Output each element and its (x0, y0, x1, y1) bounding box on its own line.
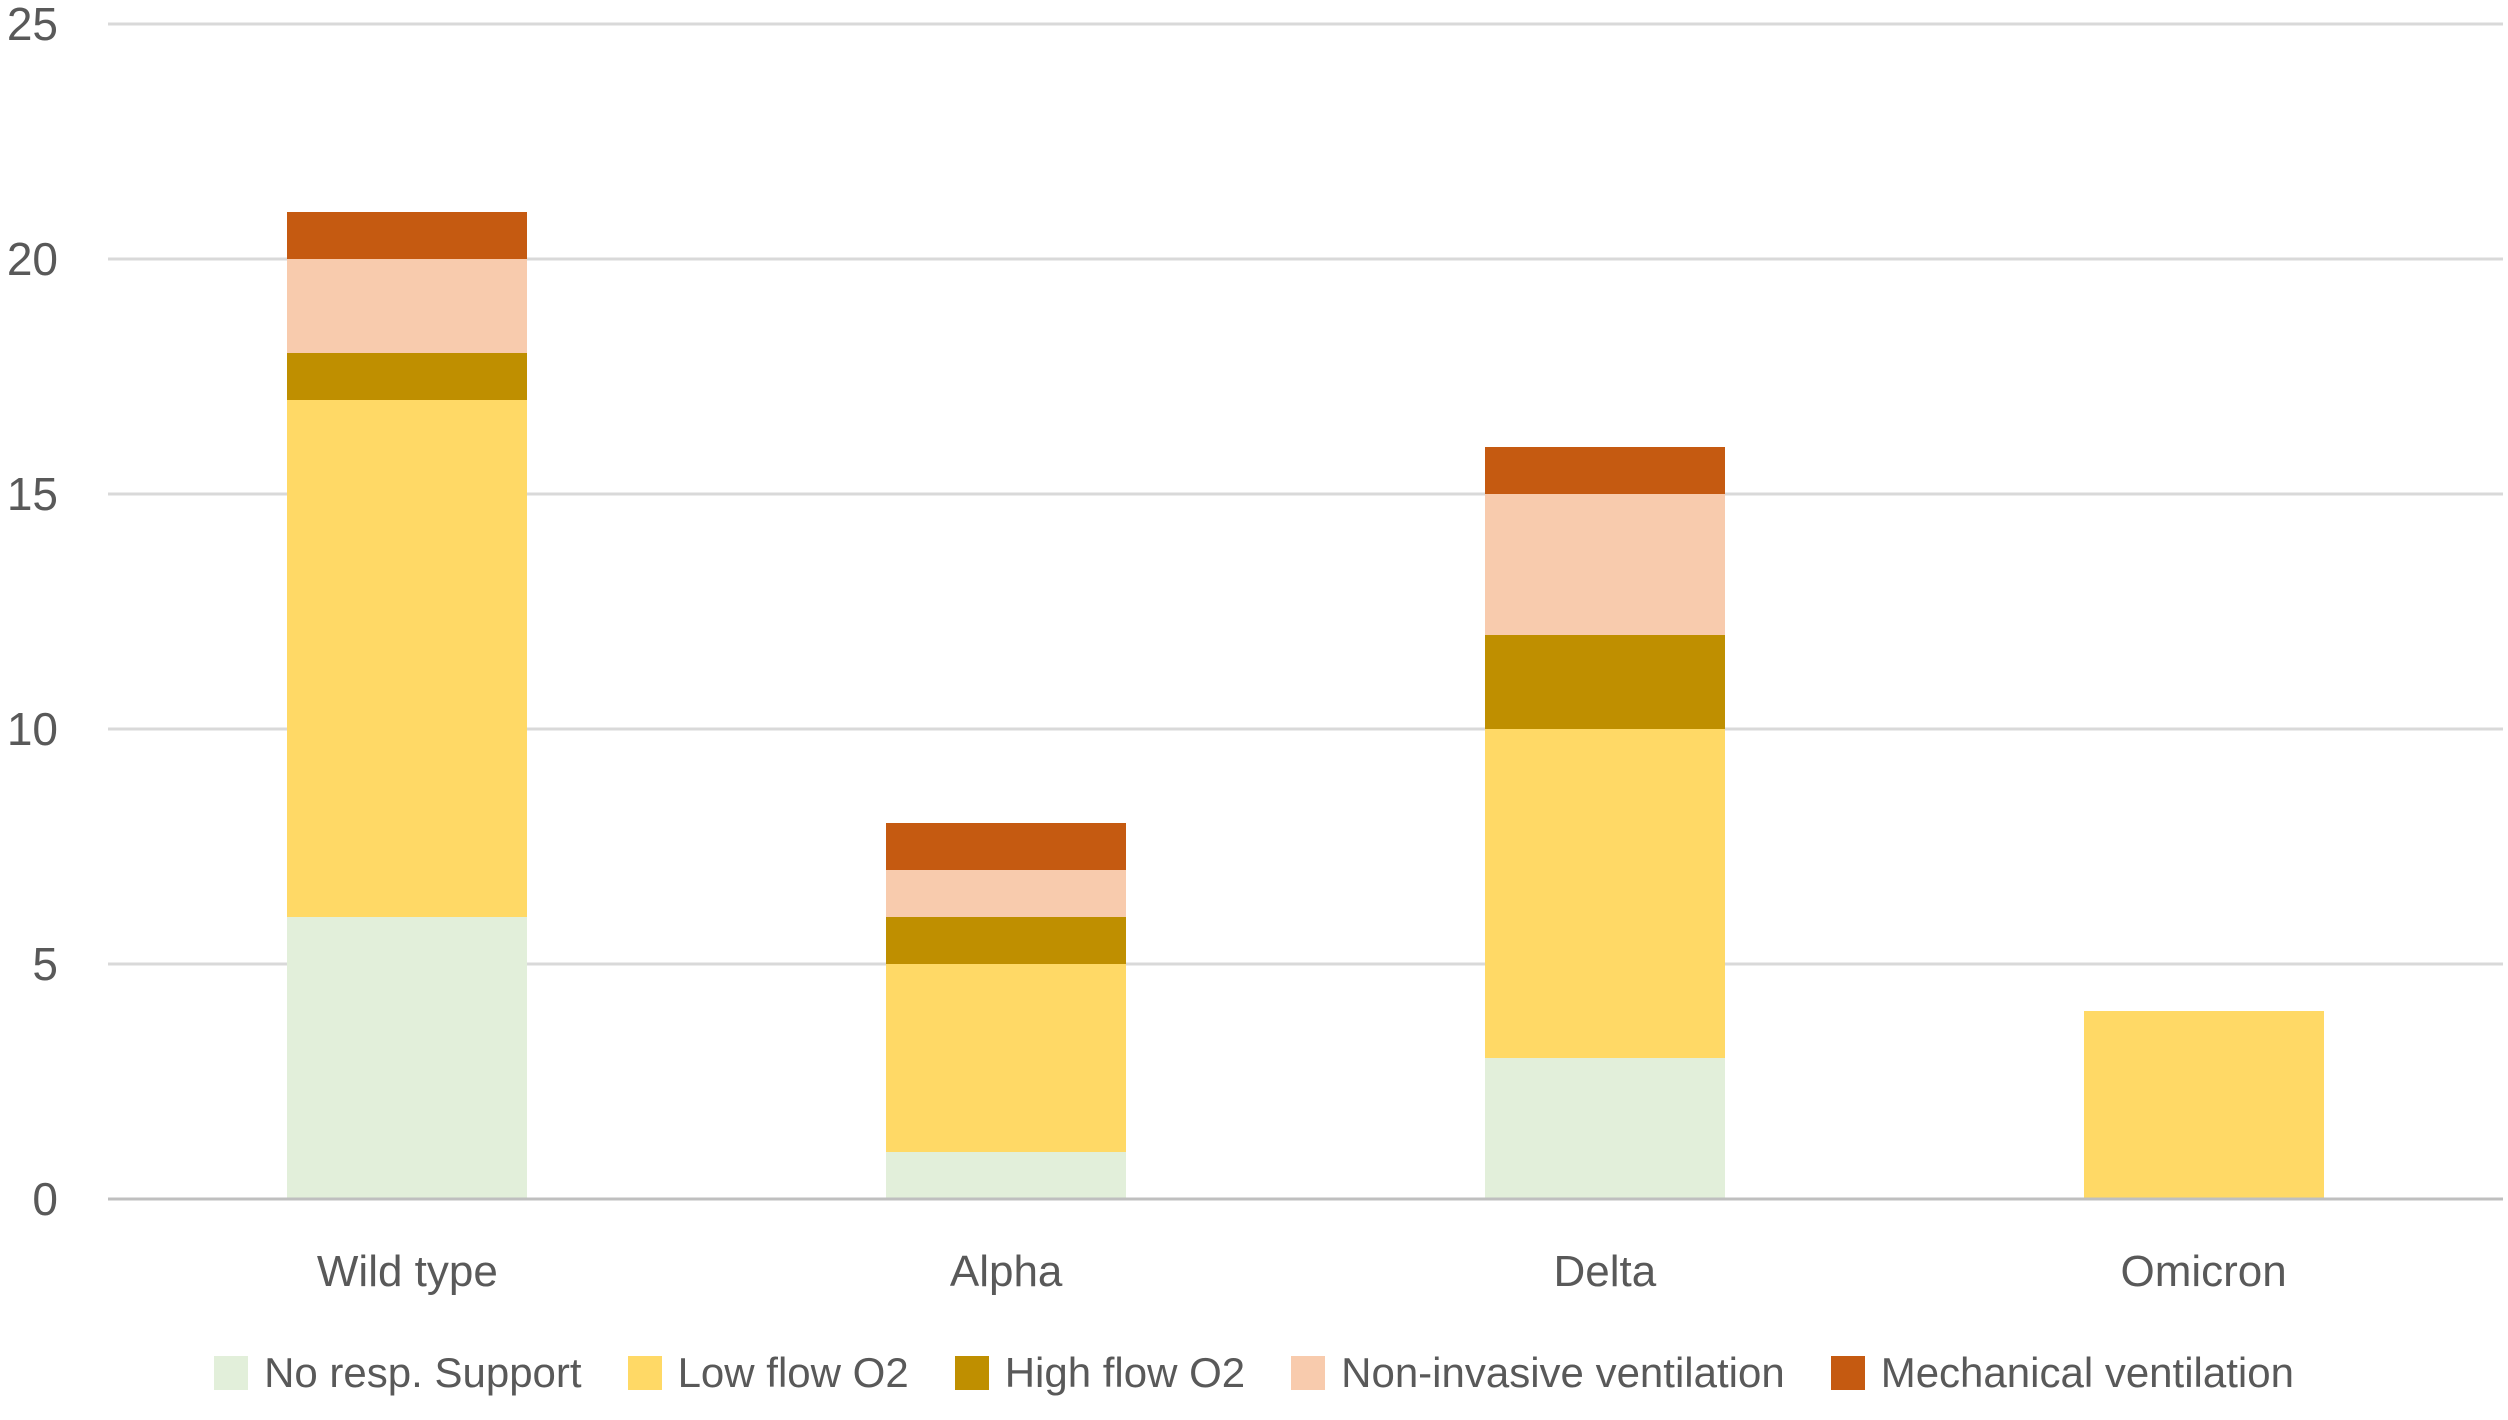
legend: No resp. Support Low flow O2 High flow O2 N… (0, 1348, 2508, 1398)
legend-item-no-resp-support: No resp. Support (214, 1348, 582, 1398)
gridline-5 (108, 962, 2503, 966)
y-tick-label-10: 10 (6, 703, 58, 755)
segment-mechanical-ventilation (287, 212, 528, 259)
legend-swatch-icon (1291, 1356, 1326, 1391)
y-tick-label-25: 25 (6, 0, 58, 50)
plot-area (108, 22, 2503, 1201)
legend-label: Mechanical ventilation (1880, 1349, 2294, 1396)
legend-item-non-invasive-ventilation: Non-invasive ventilation (1291, 1348, 1785, 1398)
gridline-10 (108, 727, 2503, 731)
segment-non-invasive-ventilation (886, 870, 1127, 917)
gridline-20 (108, 257, 2503, 261)
segment-no-resp-support (1484, 1058, 1725, 1199)
legend-label: No resp. Support (264, 1349, 582, 1396)
segment-high-flow-o2 (886, 917, 1127, 964)
y-tick-label-0: 0 (32, 1173, 58, 1225)
bar-omicron (2083, 1011, 2324, 1199)
segment-high-flow-o2 (1484, 635, 1725, 729)
legend-swatch-icon (214, 1356, 249, 1391)
x-tick-label-alpha: Alpha (949, 1247, 1063, 1296)
segment-low-flow-o2 (1484, 729, 1725, 1058)
segment-low-flow-o2 (886, 964, 1127, 1152)
y-tick-label-5: 5 (32, 938, 58, 990)
gridline-15 (108, 492, 2503, 496)
legend-item-high-flow-o2: High flow O2 (954, 1348, 1246, 1398)
bar-wild-type (287, 212, 528, 1199)
legend-item-low-flow-o2: Low flow O2 (627, 1348, 909, 1398)
bar-delta (1484, 447, 1725, 1199)
y-tick-label-15: 15 (6, 468, 58, 520)
segment-low-flow-o2 (2083, 1011, 2324, 1199)
legend-swatch-icon (1830, 1356, 1865, 1391)
segment-non-invasive-ventilation (287, 259, 528, 353)
segment-high-flow-o2 (287, 353, 528, 400)
y-tick-label-20: 20 (6, 233, 58, 285)
legend-swatch-icon (954, 1356, 989, 1391)
segment-non-invasive-ventilation (1484, 494, 1725, 635)
gridline-25 (108, 22, 2503, 26)
bar-alpha (886, 823, 1127, 1199)
segment-no-resp-support (886, 1152, 1127, 1199)
segment-low-flow-o2 (287, 400, 528, 917)
segment-no-resp-support (287, 917, 528, 1199)
y-axis: 0 5 10 15 20 25 (0, 1, 58, 1222)
x-axis-line (108, 1197, 2503, 1201)
legend-swatch-icon (627, 1356, 662, 1391)
legend-item-mechanical-ventilation: Mechanical ventilation (1830, 1348, 2294, 1398)
x-tick-label-delta: Delta (1553, 1247, 1657, 1296)
x-tick-label-wild-type: Wild type (316, 1247, 498, 1296)
segment-mechanical-ventilation (1484, 447, 1725, 494)
legend-label: Low flow O2 (677, 1349, 909, 1396)
segment-mechanical-ventilation (886, 823, 1127, 870)
legend-label: High flow O2 (1004, 1349, 1246, 1396)
x-axis: Wild type Alpha Delta Omicron (108, 1240, 2503, 1310)
legend-label: Non-invasive ventilation (1341, 1349, 1785, 1396)
x-tick-label-omicron: Omicron (2120, 1247, 2287, 1296)
